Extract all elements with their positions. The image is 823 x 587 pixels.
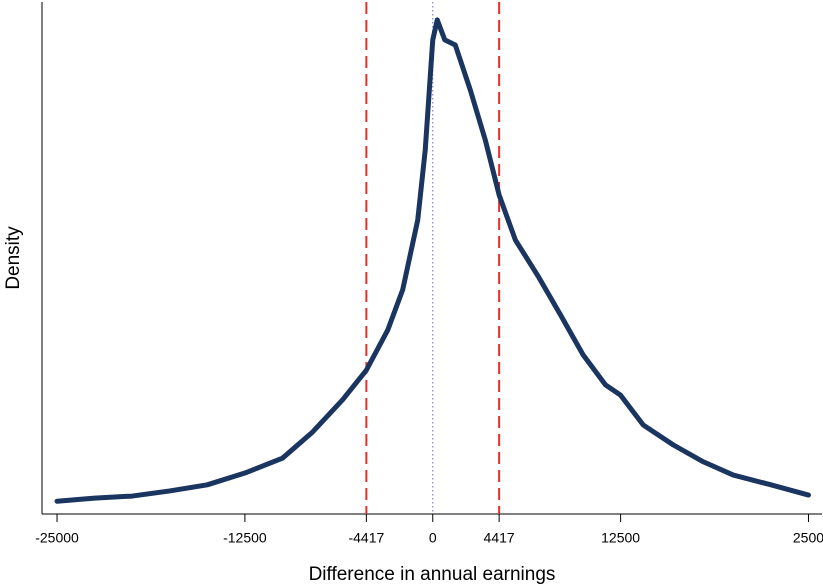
x-tick-label: 2500	[793, 530, 823, 546]
x-tick-label: -4417	[348, 530, 384, 546]
x-tick-label: -25000	[35, 530, 79, 546]
x-tick-label: 4417	[484, 530, 515, 546]
y-axis-title: Density	[3, 226, 24, 290]
x-tick-label: 12500	[601, 530, 640, 546]
x-tick-label: -12500	[223, 530, 267, 546]
x-tick-label: 0	[429, 530, 437, 546]
x-axis-title: Difference in annual earnings	[309, 564, 556, 585]
density-line	[54, 17, 811, 504]
